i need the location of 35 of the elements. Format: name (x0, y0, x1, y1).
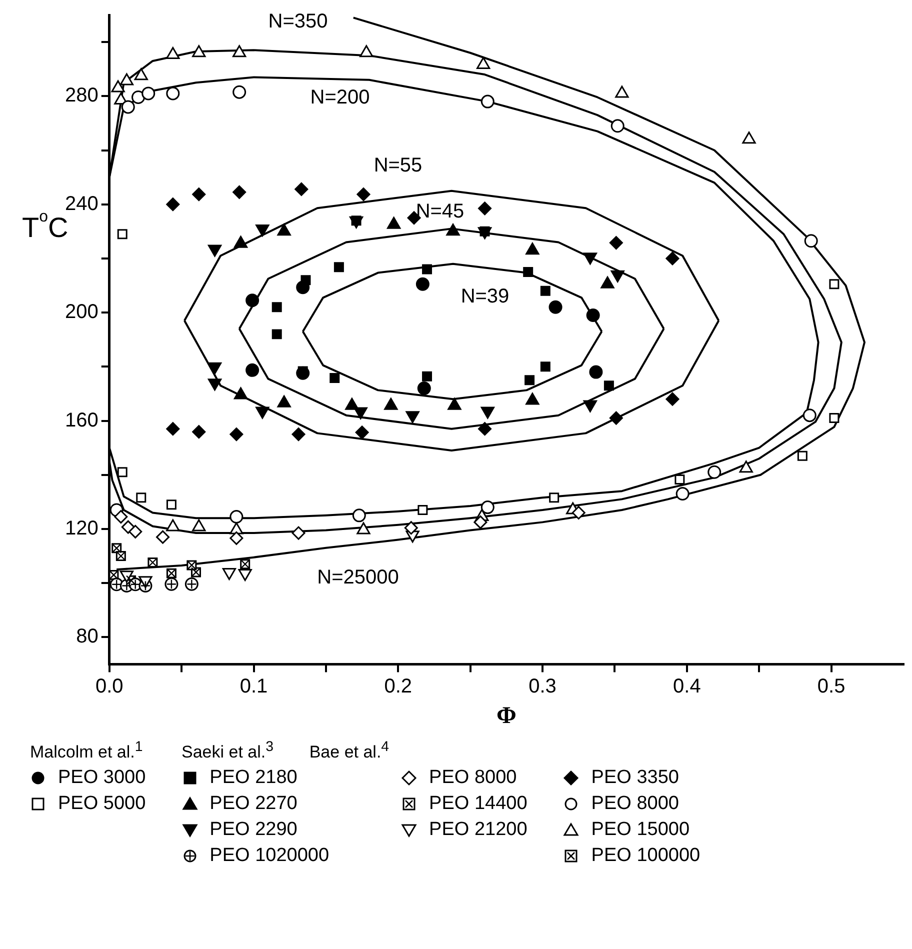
y-tick-label: 80 (76, 626, 98, 648)
x-tick-label: 0.4 (673, 676, 701, 698)
legend-label: PEO 2290 (210, 818, 298, 841)
text: Saeki et al.$^{3}$ (180, 739, 274, 763)
annotation: N=39 (460, 286, 510, 308)
legend-label: PEO 15000 (591, 818, 691, 841)
legend-label: PEO 5000 (58, 792, 146, 815)
legend-label: PEO 1020000 (210, 844, 330, 867)
annotation: N=350 (268, 10, 328, 33)
x-tick-label: 0.1 (240, 676, 268, 698)
legend-label: PEO 3350 (591, 766, 680, 789)
annotation: N=200 (310, 86, 370, 109)
legend-label: PEO 3000 (58, 766, 146, 789)
y-tick-label: 240 (64, 192, 98, 215)
y-tick-label: 200 (64, 301, 98, 324)
legend-label: PEO 8000 (591, 792, 680, 815)
x-tick-label: 0.0 (95, 676, 124, 698)
legend-label: PEO 8000 (429, 766, 518, 789)
annotation: N=25000 (317, 566, 399, 589)
text: Malcolm et al.$^{1}$ (30, 739, 144, 763)
x-tick-label: 0.3 (528, 676, 556, 698)
legend-label: PEO 14400 (429, 792, 528, 815)
annotation: N=45 (416, 200, 464, 223)
annotation: N=55 (374, 154, 422, 177)
y-tick-label: 160 (64, 409, 98, 432)
y-tick-label: 280 (64, 84, 98, 107)
legend-label: PEO 100000 (591, 844, 700, 867)
x-tick-label: 0.2 (384, 676, 412, 698)
legend-label: PEO 2180 (210, 766, 298, 789)
x-tick-label: 0.5 (817, 676, 846, 698)
legend-label: PEO 21200 (429, 818, 528, 841)
legend-label: PEO 2270 (210, 792, 298, 815)
y-tick-label: 120 (64, 517, 98, 540)
x-axis-title: Φ (496, 702, 516, 729)
text: Bae et al.$^{4}$ (309, 739, 390, 763)
